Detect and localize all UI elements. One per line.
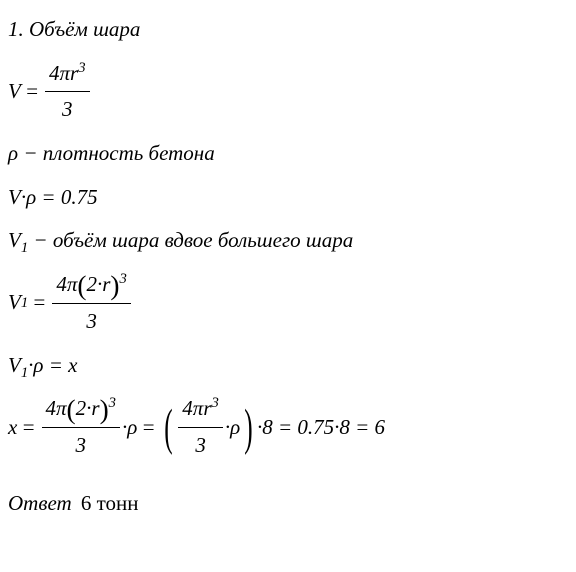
v1-rest: − объём шара вдвое большего шара	[28, 228, 353, 252]
big-close-paren: )	[244, 407, 252, 447]
equation-x: x = 4π(2·r)3 3 ·ρ = ( 4πr3 3 ·ρ ) ·8 = 0…	[8, 391, 385, 463]
equation-volume: V = 4πr3 3	[8, 56, 92, 128]
eq1-num-text: 4πr	[49, 61, 78, 85]
eq3-denominator: 3	[82, 304, 101, 340]
eq1-num-sup: 3	[78, 60, 85, 76]
equals-sign: =	[21, 410, 35, 446]
eq3-sup: 3	[120, 271, 127, 287]
eq5-num1-a: 4π	[46, 396, 67, 420]
equals-sign: =	[25, 74, 39, 110]
eq5-num1: 4π(2·r)3	[42, 391, 121, 428]
eq5-tail: ·8 = 0.75·8 = 6	[257, 410, 385, 446]
v1-definition: V1 − объём шара вдвое большего шара	[8, 223, 568, 259]
eq1-fraction: 4πr3 3	[45, 56, 90, 128]
eq5-den1: 3	[72, 428, 91, 464]
eq2-text: V·ρ = 0.75	[8, 185, 98, 209]
rho-text: ρ − плотность бетона	[8, 141, 215, 165]
eq5-rho2: ·ρ	[225, 410, 240, 446]
eq3-inner: 2·r	[86, 272, 110, 296]
equation-vrho: V·ρ = 0.75	[8, 180, 568, 216]
big-open-paren: (	[164, 407, 172, 447]
eq5-num2-text: 4πr	[182, 396, 211, 420]
v1-v: V	[8, 228, 21, 252]
eq1-denominator: 3	[58, 92, 77, 128]
eq5-num2: 4πr3	[178, 391, 223, 428]
eq5-inner1: 2·r	[76, 396, 100, 420]
eq4-v: V	[8, 353, 21, 377]
answer-value: 6 тонн	[81, 491, 139, 515]
eq3-numerator: 4π(2·r)3	[52, 267, 131, 304]
eq5-sup1: 3	[109, 395, 116, 411]
title-line: 1. Объём шара	[8, 12, 568, 48]
title-text: 1. Объём шара	[8, 17, 140, 41]
eq4-rest: ·ρ = x	[28, 353, 77, 377]
eq1-numerator: 4πr3	[45, 56, 90, 93]
eq5-frac1: 4π(2·r)3 3	[42, 391, 121, 463]
eq5-num2-sup: 3	[212, 395, 219, 411]
answer-line: Ответ 6 тонн	[8, 486, 568, 522]
eq1-lhs: V	[8, 74, 21, 110]
eq5-den2: 3	[191, 428, 210, 464]
eq5-frac2: 4πr3 3	[178, 391, 223, 463]
eq3-v: V	[8, 285, 21, 321]
equation-v1: V1 = 4π(2·r)3 3	[8, 267, 133, 339]
eq5-rho: ·ρ	[122, 410, 137, 446]
equals-sign: =	[32, 285, 46, 321]
eq3-fraction: 4π(2·r)3 3	[52, 267, 131, 339]
eq5-x: x	[8, 410, 17, 446]
eq3-num-a: 4π	[56, 272, 77, 296]
equals-sign: =	[141, 410, 155, 446]
rho-definition: ρ − плотность бетона	[8, 136, 568, 172]
answer-label: Ответ	[8, 491, 72, 515]
close-paren: )	[110, 271, 119, 301]
open-paren: (	[67, 395, 76, 425]
equation-v1rho: V1·ρ = x	[8, 348, 568, 384]
close-paren: )	[100, 395, 109, 425]
